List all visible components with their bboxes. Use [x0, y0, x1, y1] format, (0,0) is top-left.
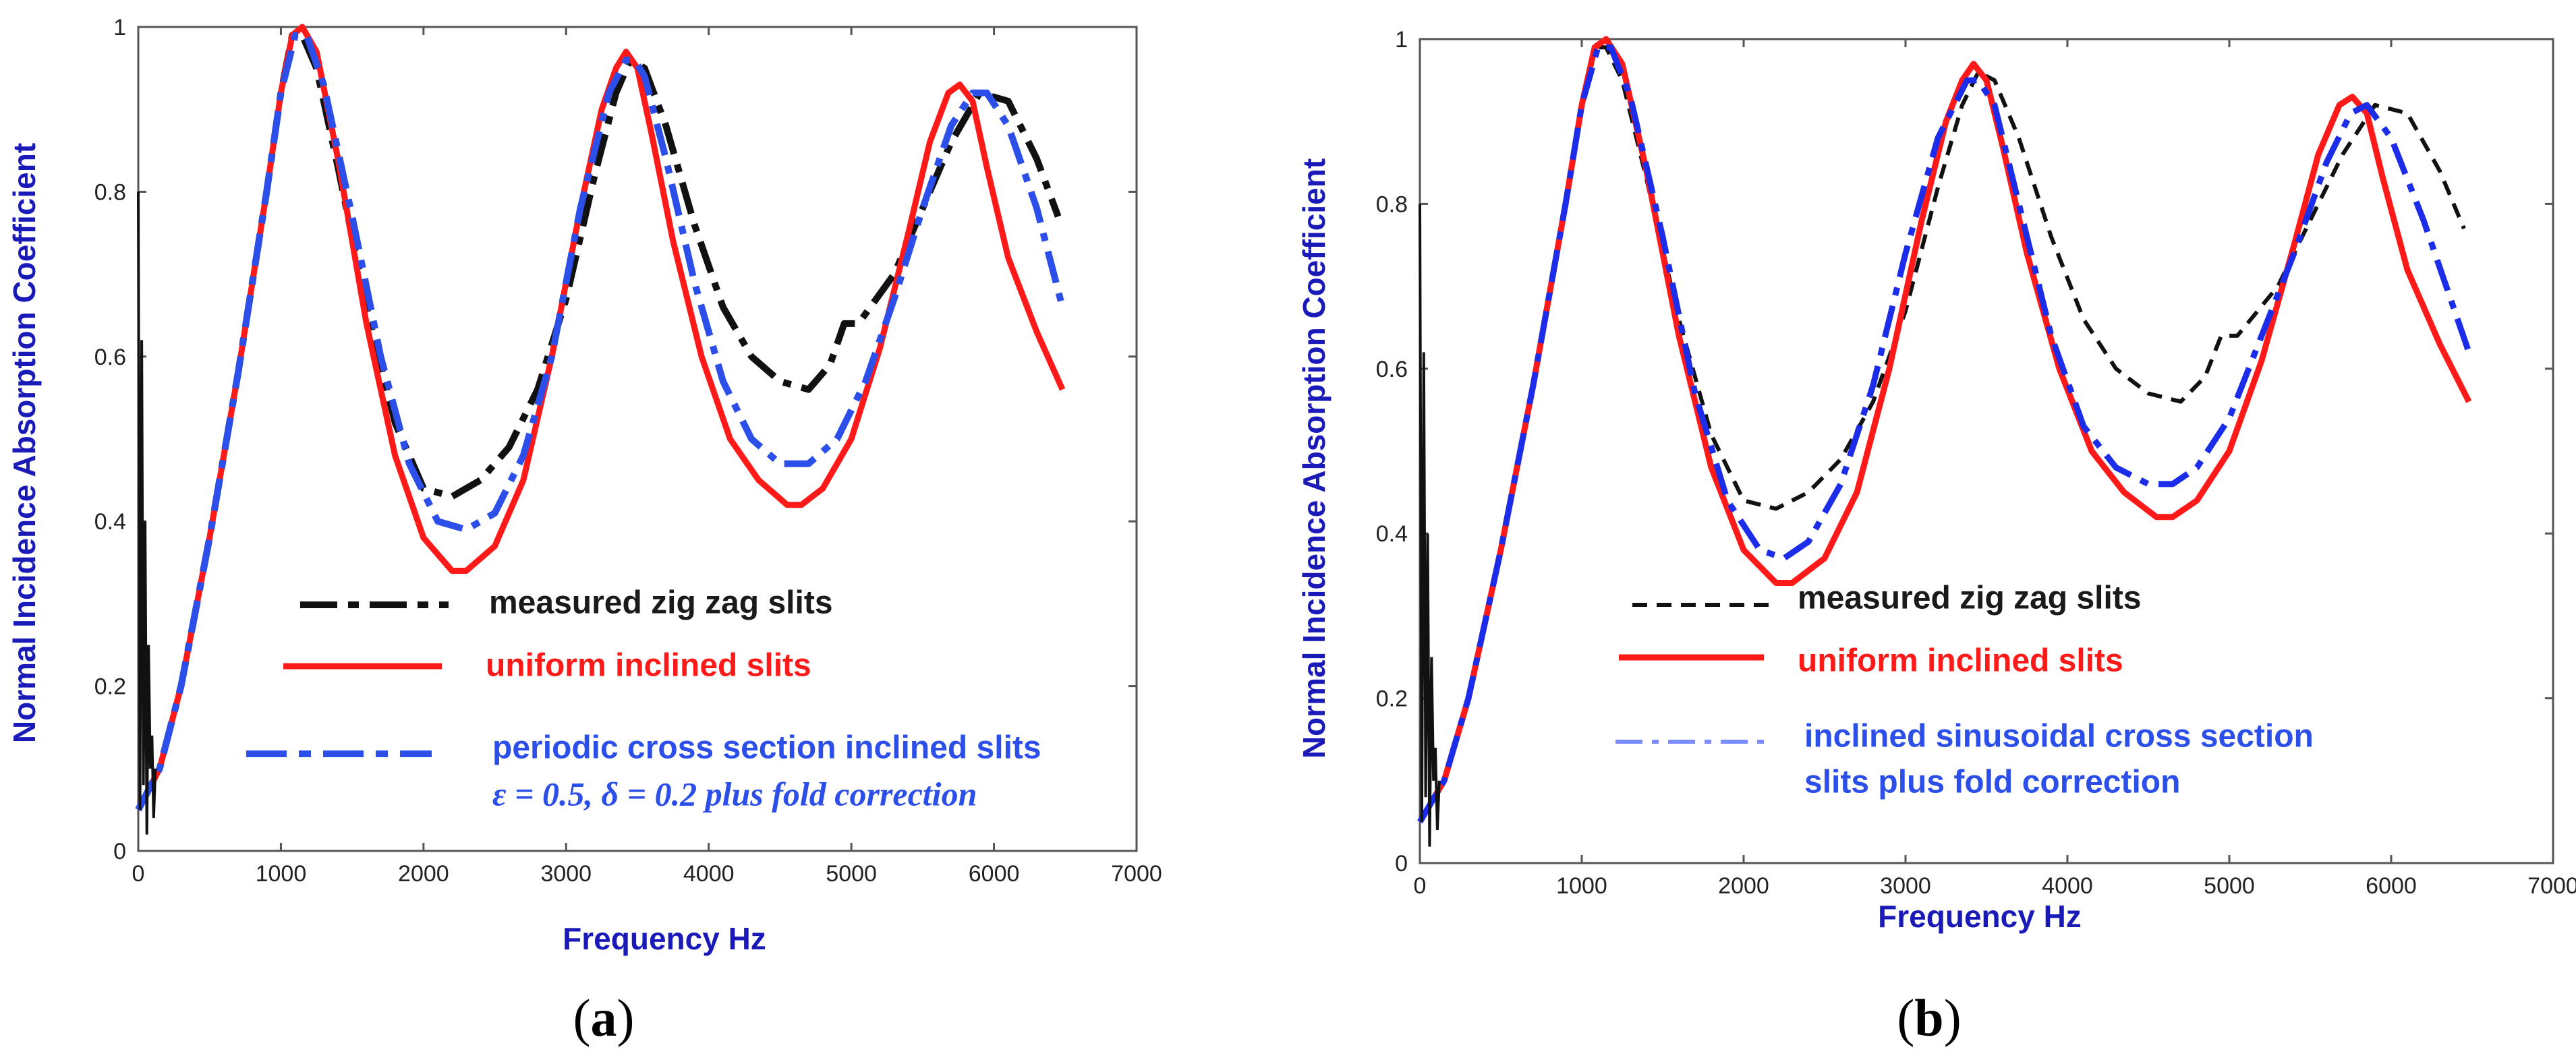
x-axis-label-a: Frequency Hz: [563, 921, 766, 956]
legend-b-measured-label: measured zig zag slits: [1798, 581, 2142, 616]
x-tick-label-b-2: 2000: [1718, 873, 1769, 899]
series-line-b-1: [1417, 36, 2472, 824]
x-tick-label-b-7: 7000: [2527, 873, 2576, 899]
y-tick-label-b-1: 0.2: [1376, 686, 1408, 712]
chart-panel-a: Normal Incidence Absorption Coefficient …: [7, 15, 1162, 956]
y-tick-label-b-3: 0.6: [1376, 357, 1408, 382]
x-axis-label-b: Frequency Hz: [1878, 899, 2082, 934]
y-axis-label-b: Normal Incidence Absorption Coefficient: [1296, 158, 1332, 759]
y-tick-label-a-5: 1: [113, 15, 126, 40]
x-tick-label-a-7: 7000: [1111, 861, 1162, 887]
y-tick-label-a-4: 0.8: [94, 179, 126, 205]
series-line-a-2: [135, 32, 1066, 812]
measured-noise-b: [1419, 204, 1441, 847]
y-tick-label-b-5: 1: [1395, 27, 1408, 53]
x-tick-label-a-6: 6000: [969, 861, 1020, 887]
x-tick-label-a-2: 2000: [398, 861, 449, 887]
series-line-b-2: [1417, 44, 2472, 824]
x-tick-label-b-3: 3000: [1880, 873, 1931, 899]
x-tick-label-b-4: 4000: [2042, 873, 2093, 899]
caption-a-letter: a: [590, 988, 617, 1047]
y-tick-label-a-2: 0.4: [94, 509, 126, 535]
plot-area-a: 0 1000 2000 3000 4000 5000 6000 7000 0 0.2 0.4 0.6 0…: [94, 15, 1162, 887]
legend-a-model-label: periodic cross section inclined slits: [492, 730, 1041, 766]
x-tick-label-b-5: 5000: [2204, 873, 2255, 899]
y-tick-label-a-3: 0.6: [94, 345, 126, 370]
x-tick-label-a-4: 4000: [683, 861, 735, 887]
y-tick-label-b-0: 0: [1395, 851, 1408, 877]
legend-a: measured zig zag slits uniform inclined …: [246, 585, 1041, 812]
legend-b: measured zig zag slits uniform inclined …: [1615, 581, 2314, 800]
y-tick-label-a-1: 0.2: [94, 674, 126, 700]
caption-b-open: (: [1897, 988, 1915, 1047]
caption-b-close: ): [1943, 988, 1962, 1047]
x-tick-label-a-0: 0: [132, 861, 145, 887]
legend-b-uniform-label: uniform inclined slits: [1798, 643, 2123, 679]
y-tick-label-a-0: 0: [113, 839, 126, 864]
legend-a-uniform-label: uniform inclined slits: [486, 648, 811, 684]
chart-panel-b: Normal Incidence Absorption Coefficient …: [1296, 27, 2576, 934]
x-tick-label-a-3: 3000: [540, 861, 592, 887]
x-tick-label-a-1: 1000: [256, 861, 307, 887]
caption-b-letter: b: [1914, 988, 1944, 1047]
y-axis-label-a: Normal Incidence Absorption Coefficient: [7, 143, 42, 743]
panel-caption-a: (a): [536, 988, 671, 1048]
plot-area-b: 0 1000 2000 3000 4000 5000 6000 7000 0 0.2 0.4 0.6 0…: [1376, 27, 2576, 899]
legend-b-model-label-line2: slits plus fold correction: [1804, 765, 2180, 800]
y-tick-label-b-4: 0.8: [1376, 191, 1408, 217]
legend-a-measured-label: measured zig zag slits: [489, 585, 833, 621]
legend-b-model-label: inclined sinusoidal cross section: [1804, 719, 2314, 755]
x-tick-label-b-0: 0: [1414, 873, 1427, 899]
caption-a-close: ): [617, 988, 635, 1047]
measured-noise-a: [137, 191, 157, 835]
legend-a-model-label-line2: ε = 0.5, δ = 0.2 plus fold correction: [492, 775, 977, 812]
x-tick-label-b-1: 1000: [1556, 873, 1607, 899]
x-tick-label-b-6: 6000: [2366, 873, 2417, 899]
panel-caption-b: (b): [1862, 988, 1997, 1048]
caption-a-open: (: [573, 988, 591, 1047]
y-tick-label-b-2: 0.4: [1376, 521, 1408, 547]
x-tick-label-a-5: 5000: [826, 861, 877, 887]
